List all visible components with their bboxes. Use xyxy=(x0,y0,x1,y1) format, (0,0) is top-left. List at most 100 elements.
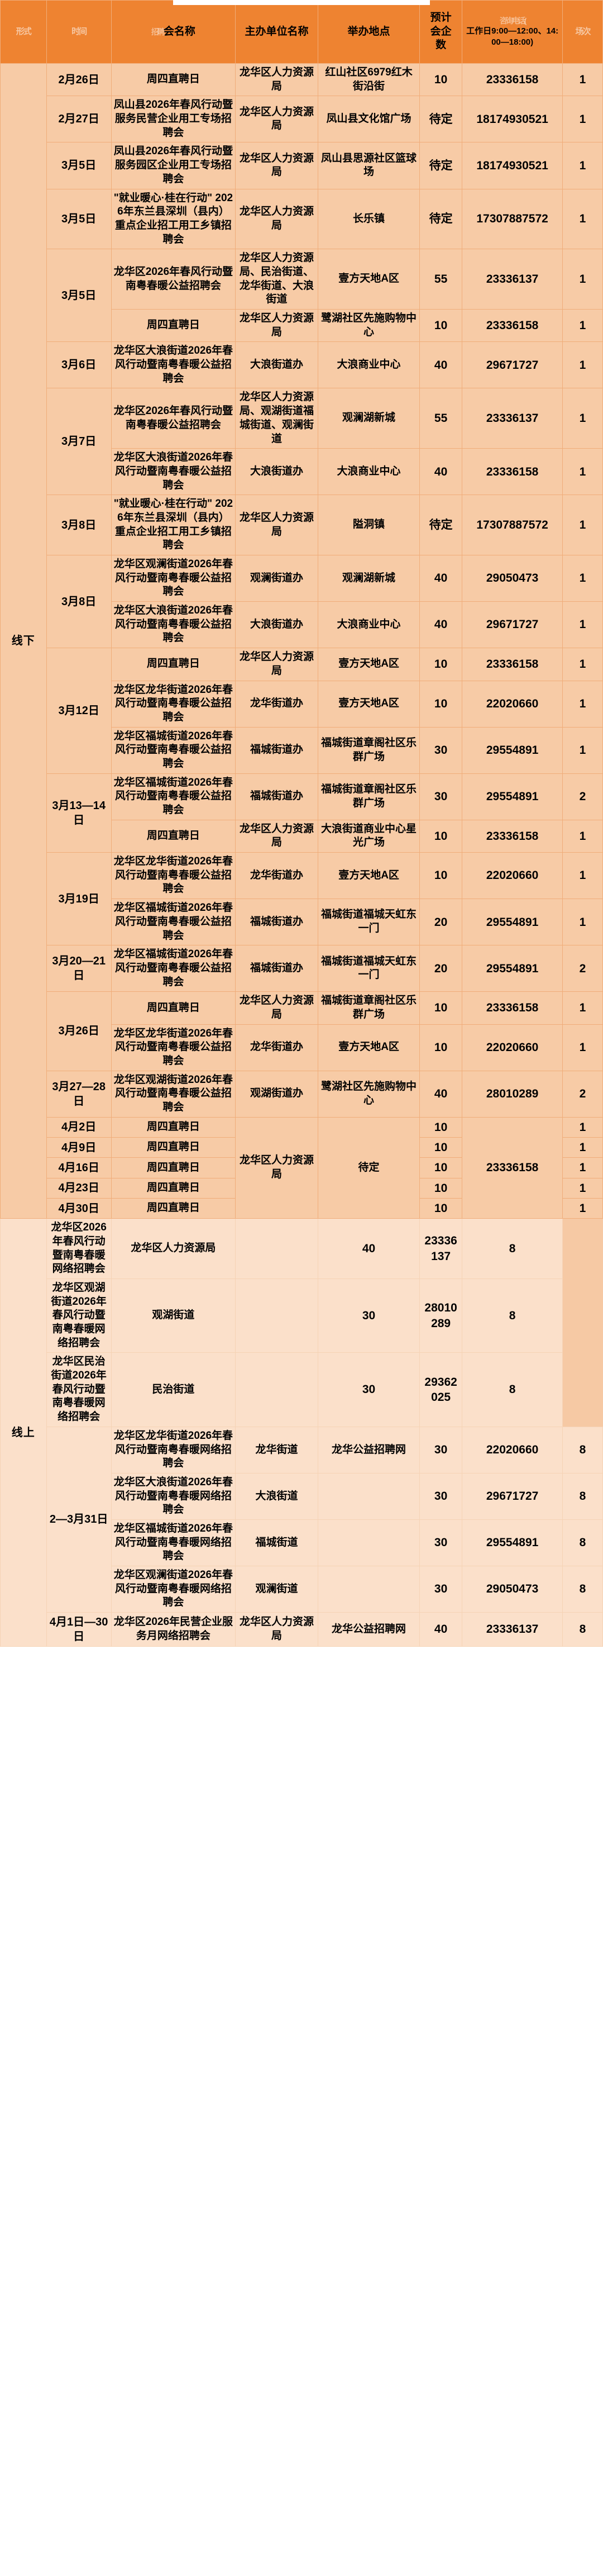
date-cell: 4月23日 xyxy=(46,1177,112,1199)
company-count-cell: 10 xyxy=(419,63,463,97)
table-row: 3月8日 "就业暖心·桂在行动" 2026年东兰县深圳（县内）重点企业招工用工乡镇… xyxy=(1,495,603,555)
fair-name-cell: 龙华区福城街道2026年春风行动暨南粤春暖公益招聘会 xyxy=(111,899,236,946)
session-count-cell: 8 xyxy=(562,1472,603,1520)
date-cell: 3月8日 xyxy=(46,554,112,649)
fair-name-cell: 龙华区福城街道2026年春风行动暨南粤春暖公益招聘会 xyxy=(111,773,236,820)
date-cell: 3月5日 xyxy=(46,249,112,343)
date-cell: 4月9日 xyxy=(46,1137,112,1158)
fair-name-cell: 龙华区福城街道2026年春风行动暨南粤春暖公益招聘会 xyxy=(111,726,236,774)
session-count-cell: 1 xyxy=(562,249,603,310)
company-count-cell: 40 xyxy=(419,448,463,496)
phone-cell: 23336158 xyxy=(462,63,563,97)
company-count-cell: 30 xyxy=(419,773,463,820)
column-header-count-line1: 预计 xyxy=(430,11,452,23)
session-count-cell: 8 xyxy=(462,1278,563,1353)
host-cell: 观湖街道 xyxy=(111,1278,236,1353)
host-cell: 大浪街道办 xyxy=(234,448,319,496)
session-count-cell: 8 xyxy=(562,1519,603,1567)
table-row: 3月5日 "就业暖心·桂在行动" 2026年东兰县深圳（县内）重点企业招工用工乡镇… xyxy=(1,188,603,250)
fair-name-cell: 龙华区2026年春风行动暨南粤春暖公益招聘会 xyxy=(111,249,236,310)
table-row: 3月27—28日 龙华区观湖街道2026年春风行动暨南粤春暖公益招聘会 观湖街道办鹭… xyxy=(1,1070,603,1118)
recruitment-schedule-table: 形式 时间 招聘会名称 主办单位名称 举办地点 预计 会企 数 咨询电话( 工作… xyxy=(0,0,603,1647)
table-row: 龙华区大浪街道2026年春风行动暨南粤春暖公益招聘会 大浪街道办 大浪商业中心 40 2… xyxy=(1,601,603,649)
host-cell: 龙华区人力资源局 xyxy=(234,648,319,681)
fair-name-cell: 龙华区龙华街道2026年春风行动暨南粤春暖网络招聘会 xyxy=(111,1426,236,1474)
fair-name-cell: 龙华区龙华街道2026年春风行动暨南粤春暖公益招聘会 xyxy=(111,1024,236,1071)
table-header: 形式 时间 招聘会名称 主办单位名称 举办地点 预计 会企 数 咨询电话( 工作… xyxy=(0,0,603,64)
table-row: 龙华区福城街道2026年春风行动暨南粤春暖公益招聘会 福城街道办 福城街道章阁社区乐… xyxy=(1,726,603,774)
place-cell: 福城街道福城天虹东一门 xyxy=(318,899,420,946)
date-cell: 3月6日 xyxy=(46,341,112,389)
column-header-phone-label: 咨询电话( xyxy=(499,16,527,26)
host-cell: 福城街道办 xyxy=(234,945,319,992)
host-cell: 龙华区人力资源局 xyxy=(234,188,319,250)
session-count-cell: 8 xyxy=(462,1218,563,1279)
header-row: 形式 时间 招聘会名称 主办单位名称 举办地点 预计 会企 数 咨询电话( 工作… xyxy=(0,0,603,64)
fair-name-cell: 龙华区观湖街道2026年春风行动暨南粤春暖公益招聘会 xyxy=(111,1070,236,1118)
phone-cell: 23336137 xyxy=(419,1218,463,1279)
table-row: 3月20—21日 龙华区福城街道2026年春风行动暨南粤春暖公益招聘会 福城街道办福… xyxy=(1,945,603,992)
phone-cell: 29671727 xyxy=(462,341,563,389)
place-cell: 壹方天地A区 xyxy=(318,852,420,900)
host-cell: 龙华区人力资源局 xyxy=(234,1116,319,1219)
fair-name-cell: 龙华区福城街道2026年春风行动暨南粤春暖公益招聘会 xyxy=(111,945,236,992)
date-cell: 3月8日 xyxy=(46,495,112,555)
fair-name-cell: 龙华区观湖街道2026年春风行动暨南粤春暖网络招聘会 xyxy=(46,1278,112,1353)
host-cell: 观澜街道办 xyxy=(234,554,319,602)
fair-name-cell: 龙华区大浪街道2026年春风行动暨南粤春暖公益招聘会 xyxy=(111,601,236,649)
place-cell: 鹭湖社区先施购物中心 xyxy=(318,308,420,343)
date-cell: 3月5日 xyxy=(46,188,112,250)
column-header-name: 招聘会名称 xyxy=(111,0,236,64)
company-count-cell: 10 xyxy=(419,1024,463,1071)
session-count-cell: 8 xyxy=(562,1612,603,1647)
host-cell: 观湖街道办 xyxy=(234,1070,319,1118)
place-cell: 凤山县文化馆广场 xyxy=(318,96,420,143)
host-cell: 龙华街道办 xyxy=(234,680,319,728)
host-cell: 民治街道 xyxy=(111,1352,236,1427)
date-cell: 3月19日 xyxy=(46,852,112,946)
table-row: 4月1日—30日 龙华区2026年民营企业服务月网络招聘会 龙华区人力资源局 龙华公益… xyxy=(1,1612,603,1647)
date-cell: 3月13—14日 xyxy=(46,773,112,853)
company-count-cell: 10 xyxy=(419,852,463,900)
table-row: 周四直聘日 龙华区人力资源局 大浪街道商业中心星光广场 10 23336158 1 xyxy=(1,819,603,853)
company-count-cell: 10 xyxy=(419,308,463,343)
place-cell xyxy=(234,1278,319,1353)
place-cell: 龙华公益招聘网 xyxy=(318,1612,420,1647)
place-cell: 福城街道章阁社区乐群广场 xyxy=(318,773,420,820)
phone-cell: 17307887572 xyxy=(462,188,563,250)
column-header-name-label: 会名称 xyxy=(163,25,195,37)
session-count-cell: 1 xyxy=(562,495,603,555)
company-count-cell: 待定 xyxy=(419,495,463,555)
session-count-cell: 1 xyxy=(562,991,603,1025)
company-count-cell: 30 xyxy=(318,1278,420,1353)
host-cell: 大浪街道办 xyxy=(234,341,319,389)
host-cell: 龙华区人力资源局 xyxy=(234,1612,319,1647)
session-count-cell: 8 xyxy=(562,1566,603,1613)
column-header-name-clip: 招聘 xyxy=(151,27,165,36)
table-row: 2月27日 凤山县2026年春风行动暨服务民营企业用工专场招聘会 龙华区人力资源局凤… xyxy=(1,96,603,143)
company-count-cell: 40 xyxy=(419,601,463,649)
phone-cell: 29671727 xyxy=(462,1472,563,1520)
place-cell: 观澜湖新城 xyxy=(318,554,420,602)
fair-name-cell: 周四直聘日 xyxy=(111,648,236,681)
session-count-cell: 1 xyxy=(562,726,603,774)
host-cell: 福城街道办 xyxy=(234,773,319,820)
place-cell: 待定 xyxy=(318,1116,420,1219)
session-count-cell: 2 xyxy=(562,945,603,992)
table-row: 3月5日 凤山县2026年春风行动暨服务园区企业用工专场招聘会 龙华区人力资源局 凤山… xyxy=(1,142,603,189)
session-count-cell: 1 xyxy=(562,1197,603,1219)
session-count-cell: 1 xyxy=(562,341,603,389)
fair-name-cell: "就业暖心·桂在行动" 2026年东兰县深圳（县内）重点企业招工用工乡镇招聘会 xyxy=(111,495,236,555)
host-cell: 龙华区人力资源局 xyxy=(234,96,319,143)
date-cell: 4月2日 xyxy=(46,1116,112,1138)
session-count-cell: 8 xyxy=(462,1352,563,1427)
place-cell xyxy=(234,1218,319,1279)
date-cell: 3月26日 xyxy=(46,991,112,1071)
session-count-cell: 1 xyxy=(562,63,603,97)
host-cell: 观澜街道 xyxy=(234,1566,319,1613)
place-cell xyxy=(318,1519,420,1567)
date-cell: 2—3月31日 xyxy=(46,1426,112,1613)
company-count-cell: 10 xyxy=(419,1116,463,1138)
fair-name-cell: 周四直聘日 xyxy=(111,63,236,97)
column-header-count-line3: 数 xyxy=(436,39,447,51)
